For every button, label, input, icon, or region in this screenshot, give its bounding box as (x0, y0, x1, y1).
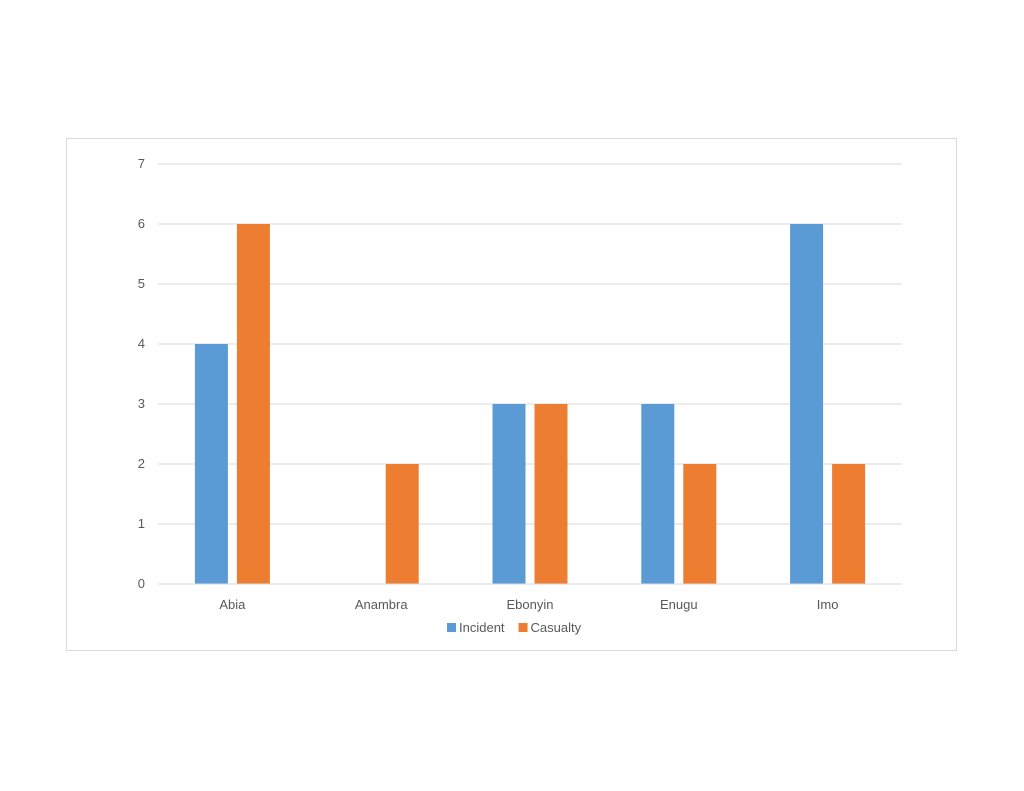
y-tick-label: 6 (138, 216, 145, 231)
y-tick-label: 5 (138, 276, 145, 291)
legend-swatch-incident (447, 623, 456, 632)
x-tick-label: Enugu (660, 597, 698, 612)
y-tick-label: 3 (138, 396, 145, 411)
x-tick-label: Imo (817, 597, 839, 612)
legend-swatch-casualty (518, 623, 528, 632)
y-tick-label: 4 (138, 336, 145, 351)
x-tick-label: Abia (219, 597, 246, 612)
x-tick-label: Ebonyin (507, 597, 554, 612)
bar-incident (194, 344, 228, 584)
y-tick-label: 0 (138, 576, 145, 591)
legend-label-incident: Incident (459, 620, 505, 635)
bar-casualty (534, 404, 568, 584)
x-tick-label: Anambra (355, 597, 409, 612)
legend-label-casualty: Casualty (531, 620, 582, 635)
bar-incident (790, 224, 824, 584)
bar-casualty (385, 464, 419, 584)
y-tick-label: 7 (138, 156, 145, 171)
bar-incident (641, 404, 675, 584)
chart-frame (66, 138, 957, 651)
bar-casualty (683, 464, 717, 584)
bar-casualty (236, 224, 270, 584)
bar-incident (492, 404, 526, 584)
y-tick-label: 2 (138, 456, 145, 471)
bar-casualty (832, 464, 866, 584)
y-tick-label: 1 (138, 516, 145, 531)
